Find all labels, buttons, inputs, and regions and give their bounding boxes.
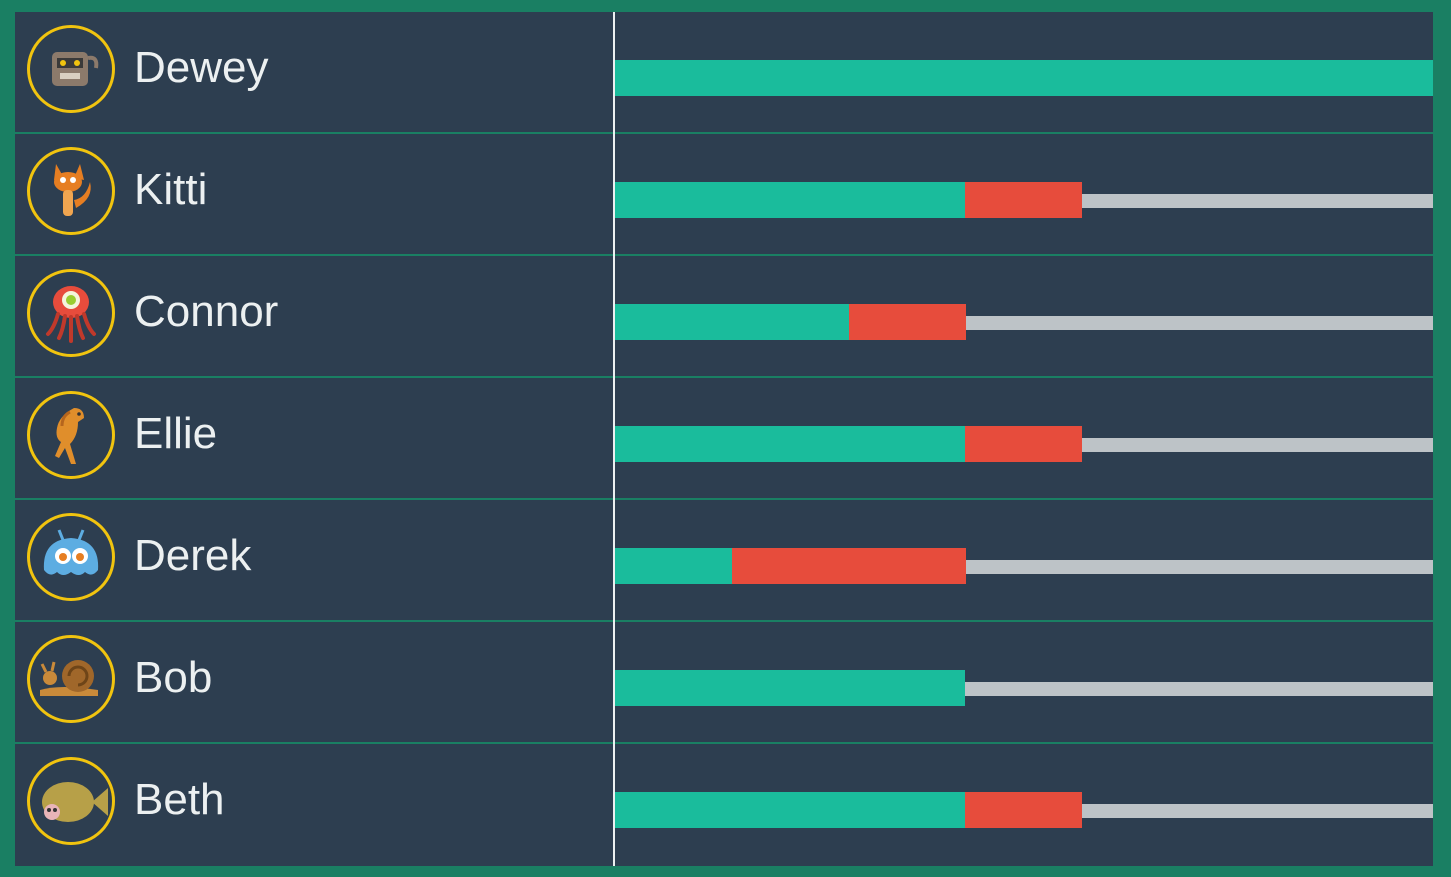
row-divider xyxy=(15,132,1433,134)
student-row[interactable]: Dewey xyxy=(15,12,1433,134)
progress-start-line xyxy=(613,12,615,866)
student-row[interactable]: Connor xyxy=(15,256,1433,378)
progress-complete-segment[interactable] xyxy=(615,548,732,584)
student-row[interactable]: Kitti xyxy=(15,134,1433,256)
student-avatar[interactable] xyxy=(27,513,115,601)
row-divider xyxy=(15,498,1433,500)
progress-complete-segment[interactable] xyxy=(615,182,965,218)
horse-icon xyxy=(30,394,112,476)
octopus-icon xyxy=(30,272,112,354)
student-name[interactable]: Beth xyxy=(134,775,225,824)
student-row[interactable]: Derek xyxy=(15,500,1433,622)
student-name[interactable]: Dewey xyxy=(134,43,269,92)
student-avatar[interactable] xyxy=(27,147,115,235)
fox-icon xyxy=(30,150,112,232)
student-name[interactable]: Bob xyxy=(134,653,213,702)
progress-complete-segment[interactable] xyxy=(615,670,965,706)
row-divider xyxy=(15,376,1433,378)
fish-icon xyxy=(30,760,112,842)
student-name[interactable]: Connor xyxy=(134,287,279,336)
progress-complete-segment[interactable] xyxy=(615,426,965,462)
progress-problem-segment[interactable] xyxy=(732,548,966,584)
progress-problem-segment[interactable] xyxy=(965,426,1082,462)
student-avatar[interactable] xyxy=(27,269,115,357)
robot-monster-icon xyxy=(30,28,112,110)
blob-alien-icon xyxy=(30,516,112,598)
progress-problem-segment[interactable] xyxy=(965,792,1082,828)
student-avatar[interactable] xyxy=(27,757,115,845)
student-avatar[interactable] xyxy=(27,635,115,723)
progress-complete-segment[interactable] xyxy=(615,792,965,828)
student-name[interactable]: Ellie xyxy=(134,409,218,458)
progress-problem-segment[interactable] xyxy=(849,304,966,340)
student-name[interactable]: Kitti xyxy=(134,165,208,214)
student-avatar[interactable] xyxy=(27,391,115,479)
student-row[interactable]: Bob xyxy=(15,622,1433,744)
progress-problem-segment[interactable] xyxy=(965,182,1082,218)
student-name[interactable]: Derek xyxy=(134,531,252,580)
student-row[interactable]: Ellie xyxy=(15,378,1433,500)
row-divider xyxy=(15,254,1433,256)
row-divider xyxy=(15,742,1433,744)
progress-complete-segment[interactable] xyxy=(615,60,1433,96)
snail-icon xyxy=(30,638,112,720)
student-row[interactable]: Beth xyxy=(15,744,1433,864)
row-divider xyxy=(15,620,1433,622)
student-progress-board: Dewey Kitti Connor Ellie Derek Bob Beth xyxy=(15,12,1433,866)
student-avatar[interactable] xyxy=(27,25,115,113)
progress-complete-segment[interactable] xyxy=(615,304,849,340)
